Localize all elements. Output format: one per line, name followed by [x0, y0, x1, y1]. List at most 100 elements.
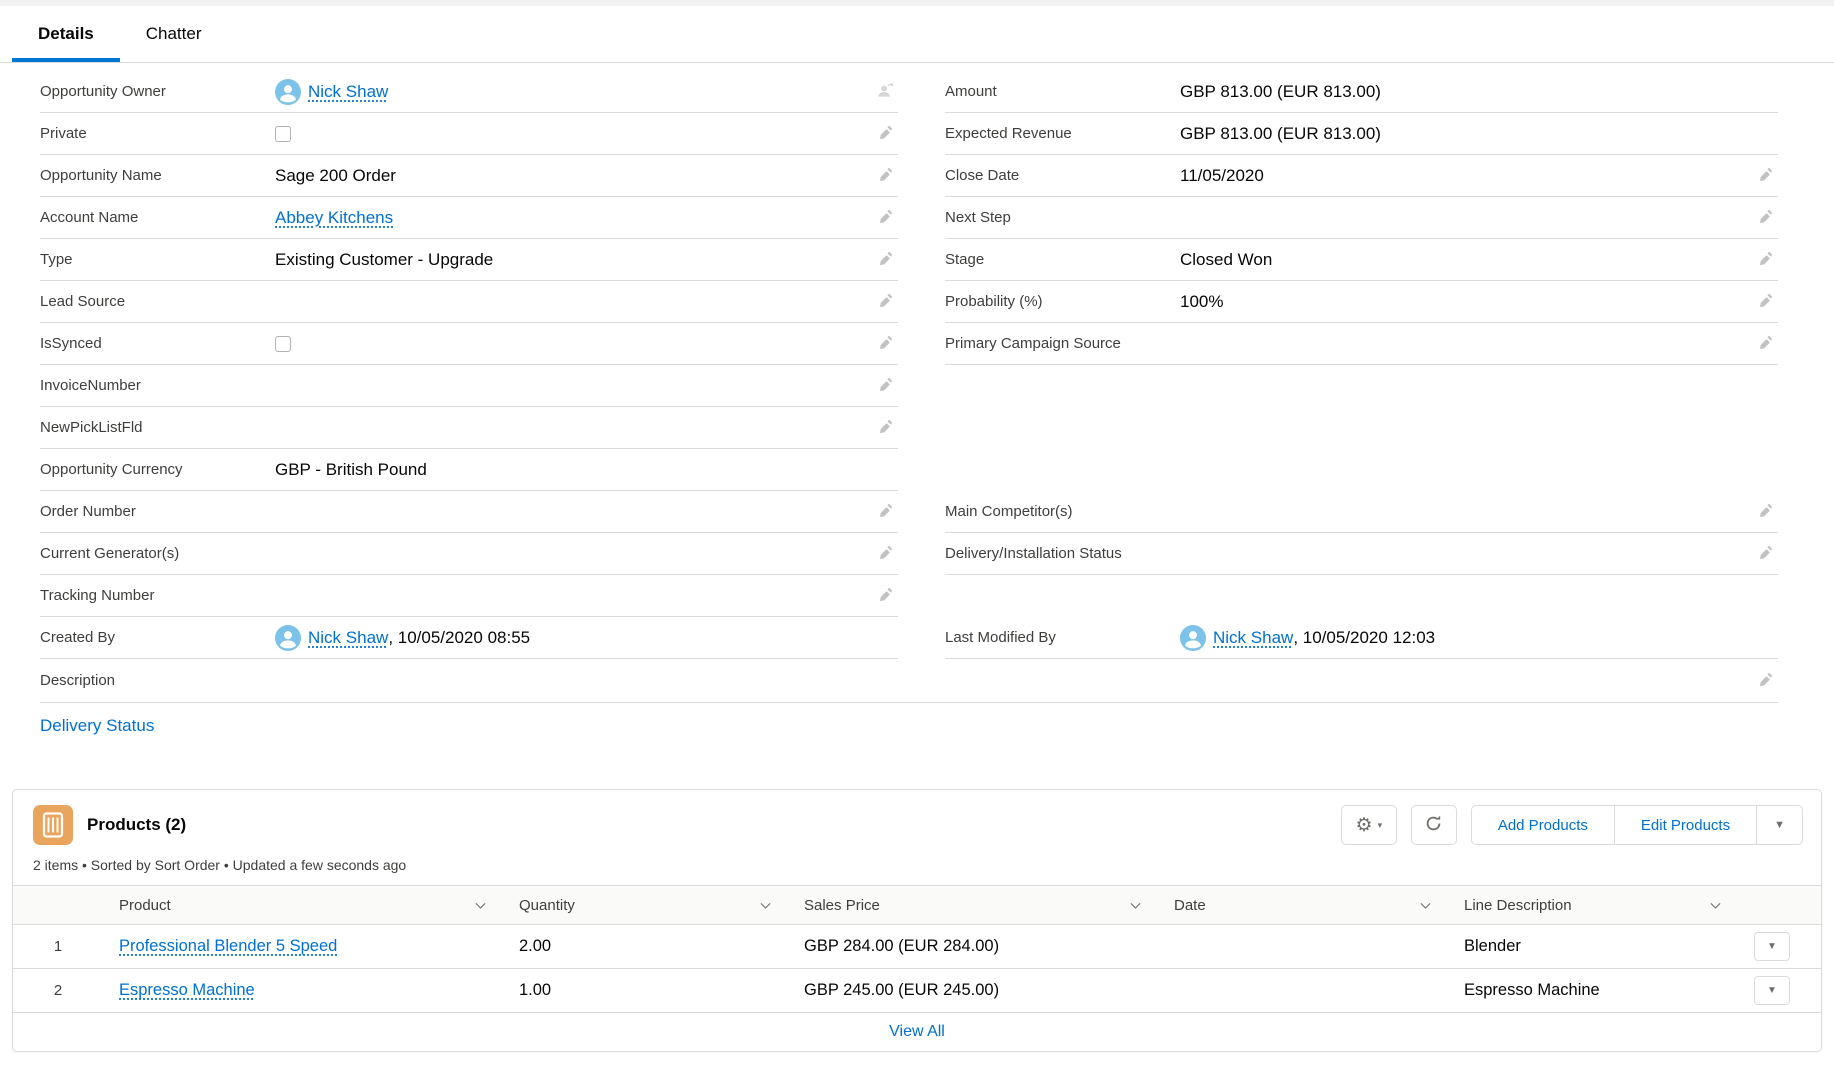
column-header-quantity[interactable]: Quantity — [503, 897, 788, 914]
field-value: Abbey Kitchens — [275, 208, 872, 228]
audit-timestamp: , 10/05/2020 12:03 — [1293, 627, 1436, 647]
pencil-icon — [1758, 209, 1773, 227]
field-row: Main Competitor(s) — [945, 491, 1778, 533]
checkbox[interactable] — [275, 125, 291, 142]
icon-spacer — [1752, 625, 1778, 651]
field-label: Private — [40, 125, 87, 142]
products-table-header: Product Quantity Sales Price Date Line Descr… — [13, 885, 1821, 925]
inline-edit-button[interactable] — [1752, 668, 1778, 694]
field-row: IsSynced — [40, 323, 898, 365]
field-label: Lead Source — [40, 293, 126, 310]
pencil-icon — [878, 167, 893, 185]
tab-chatter[interactable]: Chatter — [145, 24, 202, 43]
field-label: Tracking Number — [40, 587, 155, 604]
inline-edit-button[interactable] — [872, 121, 898, 147]
more-actions-button[interactable]: ▼ — [1756, 805, 1803, 845]
column-header-product[interactable]: Product — [103, 897, 503, 914]
table-row: 1 Professional Blender 5 Speed 2.00 GBP 284… — [13, 925, 1821, 969]
field-value: Nick Shaw — [275, 78, 872, 105]
inline-edit-button[interactable] — [872, 415, 898, 441]
pencil-icon — [1758, 545, 1773, 563]
inline-edit-button[interactable] — [1752, 331, 1778, 357]
user-link[interactable]: Nick Shaw — [308, 627, 389, 647]
inline-edit-button[interactable] — [872, 499, 898, 525]
inline-edit-button[interactable] — [872, 583, 898, 609]
field-value: GBP 813.00 (EUR 813.00) — [1180, 124, 1752, 144]
field-value-text: Existing Customer - Upgrade — [275, 249, 494, 269]
field-row: Opportunity Owner Nick Shaw — [40, 71, 898, 113]
edit-products-button[interactable]: Edit Products — [1613, 805, 1758, 845]
inline-edit-button[interactable] — [872, 331, 898, 357]
list-settings-button[interactable]: ⚙ ▾ — [1340, 805, 1397, 845]
delivery-status-link[interactable]: Delivery Status — [40, 716, 155, 735]
user-link[interactable]: Nick Shaw — [308, 81, 389, 101]
field-label: Current Generator(s) — [40, 545, 180, 562]
row-actions-button[interactable]: ▼ — [1754, 932, 1790, 961]
checkbox[interactable] — [275, 335, 291, 352]
caret-down-icon: ▼ — [1767, 941, 1777, 952]
inline-edit-button[interactable] — [1752, 247, 1778, 273]
chevron-down-icon — [474, 899, 487, 912]
caret-down-icon: ▼ — [1774, 819, 1785, 831]
inline-edit-button[interactable] — [872, 205, 898, 231]
view-all-link[interactable]: View All — [889, 1023, 945, 1040]
user-avatar-icon — [1180, 624, 1206, 651]
user-avatar-icon — [275, 78, 301, 105]
field-row: Order Number — [40, 491, 898, 533]
product-link[interactable]: Espresso Machine — [119, 981, 255, 999]
icon-spacer — [872, 625, 898, 651]
field-label: Primary Campaign Source — [945, 335, 1121, 352]
products-card-header: Products (2) ⚙ ▾ Add Products Edit Produ… — [13, 790, 1821, 857]
field-value — [275, 335, 872, 352]
field-value — [275, 125, 872, 142]
column-header-label: Quantity — [519, 896, 575, 914]
field-gap — [945, 365, 1778, 491]
refresh-button[interactable] — [1410, 805, 1457, 845]
products-related-list-card: Products (2) ⚙ ▾ Add Products Edit Produ… — [12, 789, 1822, 1052]
inline-edit-button[interactable] — [1752, 163, 1778, 189]
inline-edit-button[interactable] — [872, 247, 898, 273]
column-header-date[interactable]: Date — [1158, 897, 1448, 914]
product-link[interactable]: Professional Blender 5 Speed — [119, 937, 338, 955]
field-value: 11/05/2020 — [1180, 166, 1752, 186]
inline-edit-button[interactable] — [872, 163, 898, 189]
inline-edit-button[interactable] — [872, 289, 898, 315]
products-table-footer: View All — [13, 1013, 1821, 1051]
pencil-icon — [1758, 293, 1773, 311]
details-field-grid: Opportunity Owner Nick Shaw Private Opportu… — [0, 63, 1834, 659]
column-header-line-description[interactable]: Line Description — [1448, 897, 1738, 914]
field-row: Opportunity Name Sage 200 Order — [40, 155, 898, 197]
change-owner-button[interactable] — [872, 79, 898, 105]
record-link[interactable]: Abbey Kitchens — [275, 207, 394, 227]
field-label: Opportunity Currency — [40, 461, 183, 478]
products-title[interactable]: Products (2) — [87, 815, 187, 834]
field-label: Type — [40, 251, 73, 268]
inline-edit-button[interactable] — [1752, 289, 1778, 315]
field-label: NewPickListFld — [40, 419, 143, 436]
inline-edit-button[interactable] — [872, 373, 898, 399]
column-header-sales-price[interactable]: Sales Price — [788, 897, 1158, 914]
inline-edit-button[interactable] — [1752, 541, 1778, 567]
pencil-icon — [1758, 251, 1773, 269]
field-label: Created By — [40, 629, 116, 646]
row-actions-button[interactable]: ▼ — [1754, 976, 1790, 1005]
field-row: Primary Campaign Source — [945, 323, 1778, 365]
tab-details[interactable]: Details — [12, 6, 120, 62]
field-label: InvoiceNumber — [40, 377, 141, 394]
user-link[interactable]: Nick Shaw — [1213, 627, 1294, 647]
field-value-text: GBP - British Pound — [275, 459, 427, 479]
pencil-icon — [878, 419, 893, 437]
sales-price-cell: GBP 284.00 (EUR 284.00) — [804, 937, 1000, 955]
icon-spacer — [1752, 79, 1778, 105]
field-row: Account Name Abbey Kitchens — [40, 197, 898, 239]
inline-edit-button[interactable] — [872, 541, 898, 567]
inline-edit-button[interactable] — [1752, 205, 1778, 231]
chevron-down-icon — [1709, 899, 1722, 912]
field-row: Private — [40, 113, 898, 155]
add-products-button[interactable]: Add Products — [1470, 805, 1615, 845]
pencil-icon — [878, 377, 893, 395]
products-icon — [33, 805, 73, 845]
inline-edit-button[interactable] — [1752, 499, 1778, 525]
refresh-icon — [1424, 814, 1443, 837]
quantity-cell: 2.00 — [519, 937, 552, 955]
